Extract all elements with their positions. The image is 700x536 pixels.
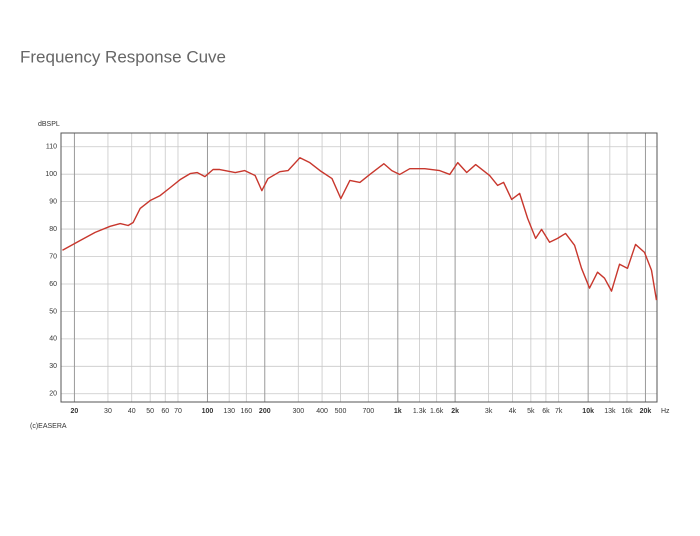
x-tick-label: 5k (527, 408, 535, 415)
x-tick-label: 16k (621, 408, 633, 415)
y-axis-label: dBSPL (38, 121, 60, 128)
x-tick-label: 500 (335, 408, 347, 415)
x-tick-label: 300 (292, 408, 304, 415)
x-tick-label: 10k (582, 408, 594, 415)
x-tick-label: 30 (104, 408, 112, 415)
x-tick-label: 160 (240, 408, 252, 415)
y-tick-label: 90 (49, 198, 57, 205)
x-tick-label: 2k (451, 408, 459, 415)
x-tick-label: 20k (640, 408, 652, 415)
response-line (62, 157, 658, 301)
y-tick-label: 30 (49, 363, 57, 370)
credit: (c)EASERA (30, 423, 67, 430)
x-tick-label: 130 (223, 408, 235, 415)
x-unit-label: Hz (661, 408, 670, 415)
y-tick-label: 100 (45, 171, 57, 178)
y-tick-label: 70 (49, 253, 57, 260)
x-tick-label: 1.6k (430, 408, 444, 415)
y-tick-label: 50 (49, 308, 57, 315)
y-tick-label: 80 (49, 226, 57, 233)
y-tick-label: 20 (49, 391, 57, 398)
x-tick-label: 20 (71, 408, 79, 415)
x-tick-label: 40 (128, 408, 136, 415)
x-tick-label: 50 (146, 408, 154, 415)
x-tick-label: 70 (174, 408, 182, 415)
x-tick-label: 100 (202, 408, 214, 415)
plot-frame (60, 132, 658, 403)
x-tick-label: 200 (259, 408, 271, 415)
y-tick-label: 40 (49, 336, 57, 343)
chart-title: Frequency Response Cuve (20, 47, 226, 66)
x-tick-label: 1k (394, 408, 402, 415)
y-tick-label: 110 (46, 144, 57, 151)
x-tick-label: 400 (316, 408, 328, 415)
x-tick-label: 6k (542, 408, 550, 415)
x-tick-label: 60 (161, 408, 169, 415)
x-tick-label: 13k (604, 408, 616, 415)
x-tick-label: 1.3k (413, 408, 427, 415)
x-tick-label: 7k (555, 408, 563, 415)
y-tick-label: 60 (49, 281, 57, 288)
x-tick-label: 3k (485, 408, 493, 415)
x-tick-label: 700 (362, 408, 374, 415)
x-tick-label: 4k (509, 408, 517, 415)
